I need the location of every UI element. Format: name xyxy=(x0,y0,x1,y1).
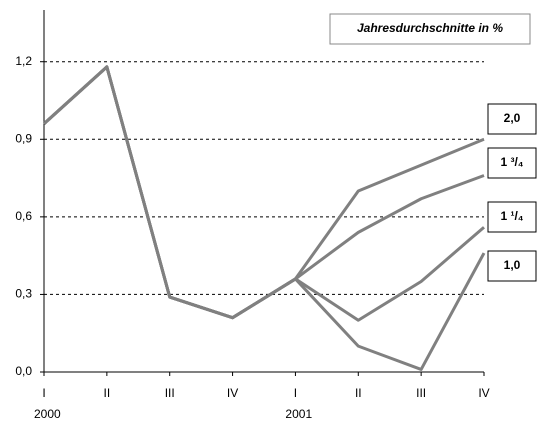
y-tick-label: 1,2 xyxy=(15,54,32,68)
x-group-label: 2000 xyxy=(34,407,61,421)
series-line xyxy=(42,65,486,371)
series-line xyxy=(42,65,485,320)
legend-title: Jahresdurchschnitte in % xyxy=(357,21,503,35)
x-tick-label: II xyxy=(355,386,362,400)
y-tick-label: 0,6 xyxy=(15,209,32,223)
y-tick-label: 0,0 xyxy=(15,364,32,378)
x-tick-label: I xyxy=(294,386,297,400)
y-tick-label: 0,3 xyxy=(15,287,32,301)
x-group-label: 2001 xyxy=(285,407,312,421)
legend-label: 1 ¹/₄ xyxy=(500,209,523,223)
series-line xyxy=(42,65,485,320)
y-tick-label: 0,9 xyxy=(15,131,32,145)
legend-title-box xyxy=(329,13,531,45)
legend-box xyxy=(487,201,537,233)
x-tick-label: IV xyxy=(227,386,238,400)
legend-box xyxy=(487,147,537,179)
x-tick-label: I xyxy=(42,386,45,400)
legend-label: 1,0 xyxy=(504,258,521,272)
series-line xyxy=(42,65,485,322)
legend-box xyxy=(487,250,537,282)
x-tick-label: III xyxy=(165,386,175,400)
x-tick-label: III xyxy=(416,386,426,400)
x-tick-label: IV xyxy=(478,386,489,400)
legend-label: 1 ³/₄ xyxy=(500,155,523,169)
x-tick-label: II xyxy=(104,386,111,400)
legend-label: 2,0 xyxy=(504,111,521,125)
legend-box xyxy=(487,103,537,135)
